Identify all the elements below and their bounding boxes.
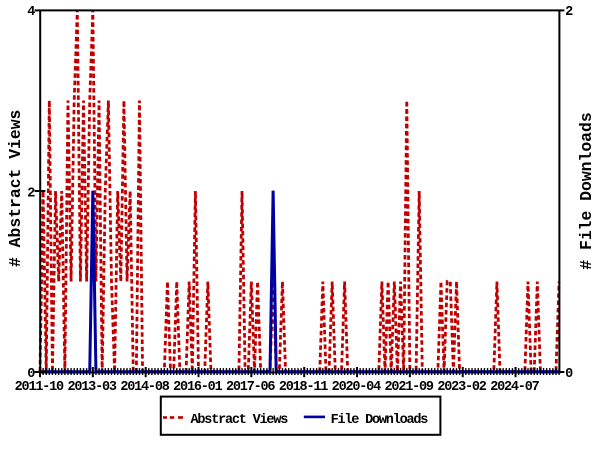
- svg-text:0: 0: [27, 367, 35, 382]
- svg-text:2020-04: 2020-04: [332, 380, 381, 395]
- svg-text:# Abstract Views: # Abstract Views: [6, 110, 25, 267]
- svg-text:File Downloads: File Downloads: [331, 413, 429, 428]
- svg-text:2024-07: 2024-07: [490, 380, 539, 395]
- svg-text:2011-10: 2011-10: [15, 380, 64, 395]
- svg-text:2: 2: [565, 5, 573, 20]
- svg-text:# File Downloads: # File Downloads: [577, 112, 596, 269]
- svg-text:0: 0: [565, 367, 573, 382]
- svg-text:2023-02: 2023-02: [437, 380, 486, 395]
- svg-text:2014-08: 2014-08: [120, 380, 169, 395]
- svg-text:2016-01: 2016-01: [173, 380, 222, 395]
- svg-text:2017-06: 2017-06: [226, 380, 275, 395]
- svg-text:4: 4: [27, 5, 35, 20]
- svg-text:2018-11: 2018-11: [279, 380, 328, 395]
- svg-text:2021-09: 2021-09: [385, 380, 434, 395]
- svg-text:Abstract Views: Abstract Views: [191, 413, 289, 428]
- svg-text:2: 2: [27, 187, 35, 202]
- svg-text:2013-03: 2013-03: [67, 380, 116, 395]
